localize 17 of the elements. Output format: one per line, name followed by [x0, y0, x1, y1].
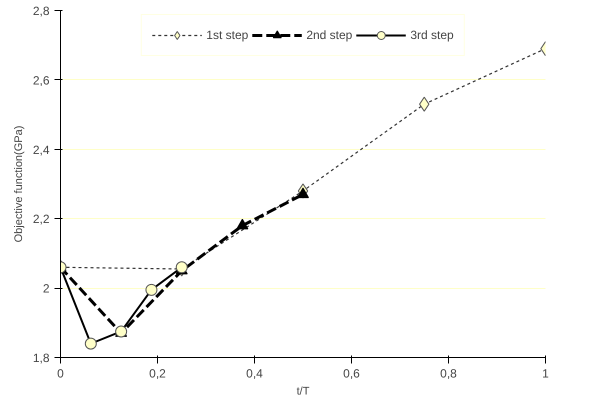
- x-tick-label: 0: [57, 366, 64, 380]
- y-tick-label: 2,8: [32, 4, 50, 18]
- legend-label: 1st step: [206, 28, 248, 42]
- y-tick-label: 2,2: [32, 212, 50, 226]
- legend-label: 2nd step: [306, 28, 352, 42]
- x-tick-label: 0,6: [343, 366, 360, 380]
- y-tick-label: 2: [42, 282, 50, 296]
- x-axis-title: t/T: [296, 386, 310, 398]
- legend-label: 3rd step: [410, 28, 454, 42]
- x-tick-label: 0,2: [149, 366, 166, 380]
- y-axis-title: Objective function(GPa): [12, 126, 25, 242]
- y-tick-label: 2,6: [32, 73, 50, 88]
- y-tick-label: 2,4: [32, 142, 50, 157]
- x-tick-label: 0,8: [440, 366, 458, 380]
- x-tick-label: 1: [542, 366, 550, 380]
- x-tick-label: 0,4: [246, 366, 264, 380]
- y-tick-label: 1,8: [32, 351, 50, 365]
